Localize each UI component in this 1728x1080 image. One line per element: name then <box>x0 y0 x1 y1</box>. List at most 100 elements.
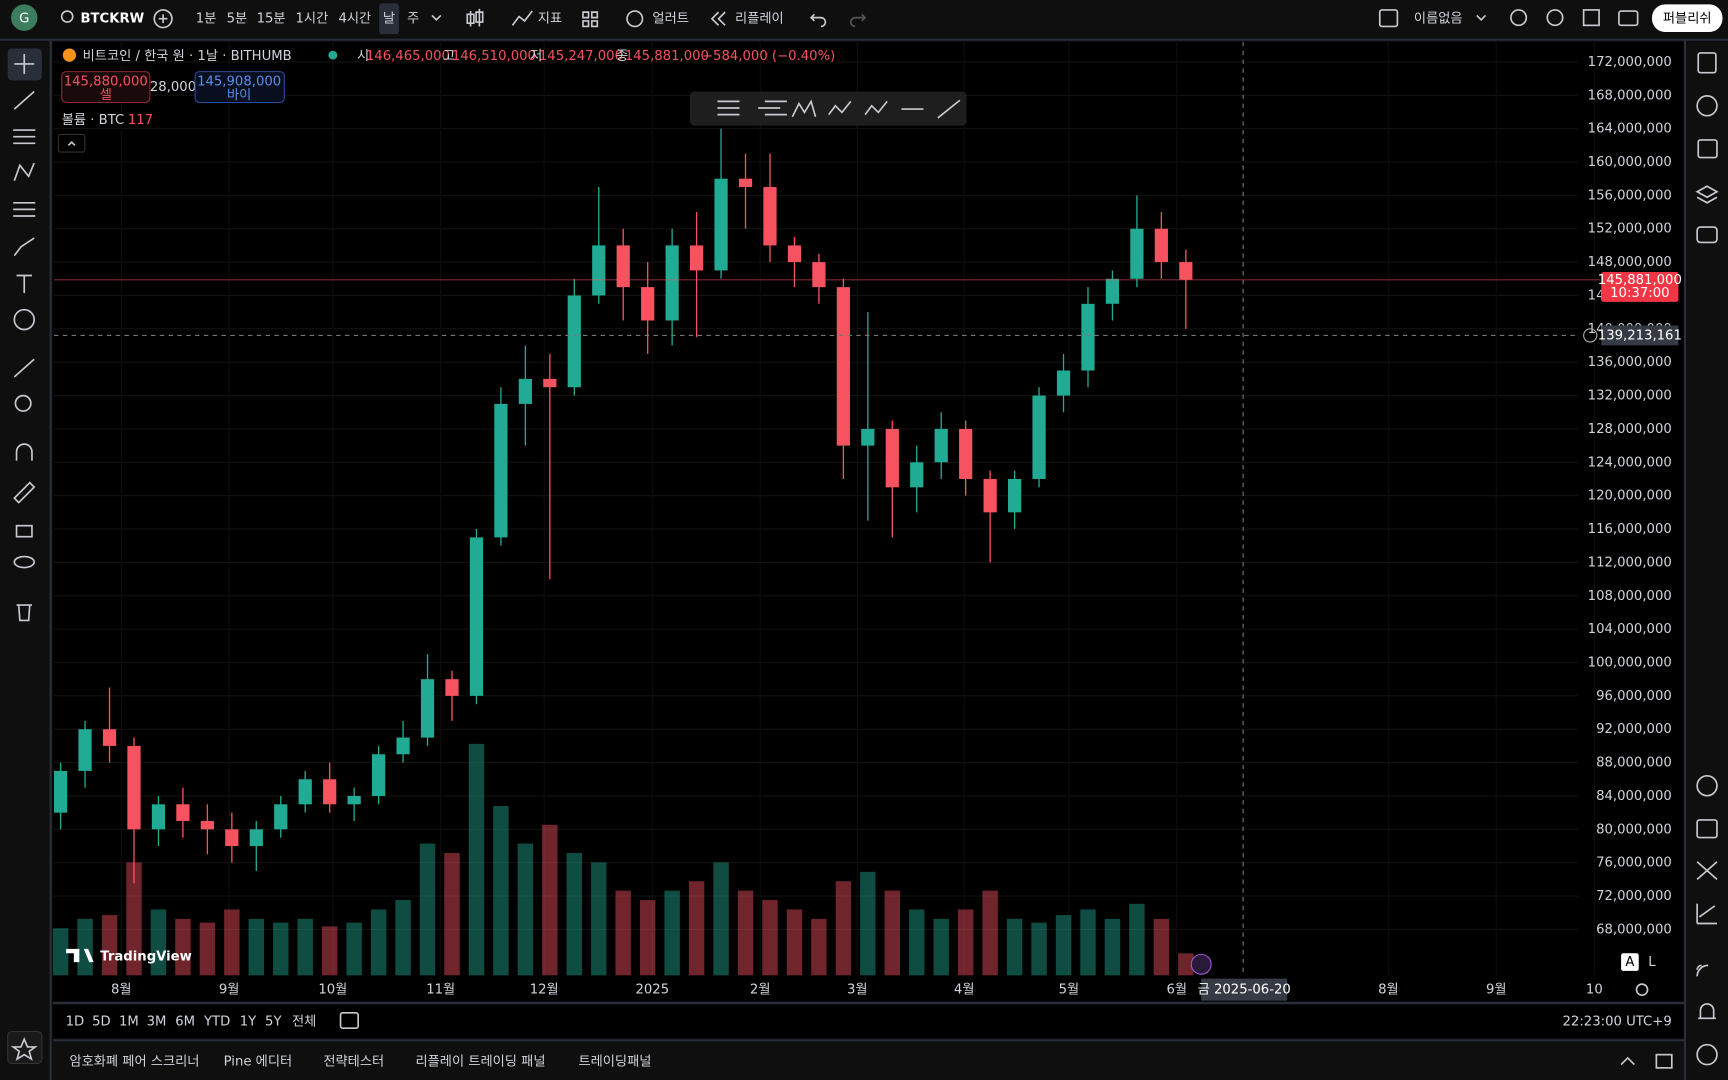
indicator-icon[interactable] <box>511 10 533 26</box>
lock-tool[interactable] <box>15 524 33 538</box>
magnet-tool[interactable] <box>15 443 33 461</box>
publish-button[interactable] <box>1651 4 1723 32</box>
range-button[interactable]: YTD <box>203 1015 230 1030</box>
snapshot[interactable] <box>1618 10 1639 27</box>
layouts[interactable] <box>582 11 599 28</box>
range-button[interactable]: 6M <box>175 1015 195 1030</box>
indicators[interactable]: 지표 <box>538 11 562 27</box>
brush-tool[interactable] <box>13 237 35 257</box>
alert[interactable]: 얼러트 <box>652 11 688 27</box>
interval[interactable]: 날 <box>383 11 395 27</box>
interval[interactable]: 5분 <box>227 12 248 27</box>
settings[interactable] <box>1546 9 1564 27</box>
fullscreen[interactable] <box>1582 9 1600 27</box>
notifications[interactable] <box>1698 1003 1716 1020</box>
drawing-tools[interactable] <box>717 99 961 119</box>
panel-tab[interactable]: Pine 에디터 <box>224 1053 293 1069</box>
range-button[interactable]: 전체 <box>292 1014 316 1030</box>
chart-type[interactable] <box>466 8 484 27</box>
panel-tab[interactable]: 리플레이 트레이딩 패널 <box>415 1053 545 1069</box>
icon-tool[interactable] <box>13 308 35 331</box>
avatar[interactable] <box>11 4 38 31</box>
fib-tool[interactable] <box>13 129 36 145</box>
candle-body <box>323 779 337 805</box>
zoom-tool[interactable] <box>14 394 32 412</box>
date-range-icon[interactable] <box>339 1011 359 1030</box>
range-bar <box>52 1005 1684 1039</box>
candle-body <box>1007 478 1022 513</box>
calendar[interactable] <box>1696 819 1718 839</box>
axis-settings[interactable] <box>1635 983 1649 996</box>
auto-scale-button[interactable] <box>1621 953 1639 971</box>
buy-label: 바이 <box>227 87 251 103</box>
y-tick-label: 160,000,000 <box>1588 155 1672 170</box>
chats[interactable] <box>1696 226 1718 244</box>
volume-bar <box>150 909 167 976</box>
volume-bar <box>1031 922 1047 976</box>
add-alert[interactable] <box>1583 328 1598 343</box>
ideas[interactable] <box>1696 775 1718 797</box>
add-symbol[interactable] <box>153 9 173 29</box>
panel-tab[interactable]: 암호화폐 페어 스크리너 <box>69 1053 199 1069</box>
help[interactable] <box>1696 1043 1718 1066</box>
pine[interactable] <box>1696 861 1718 881</box>
quick-search[interactable] <box>1510 9 1528 27</box>
trading[interactable] <box>1696 903 1717 925</box>
maximize-panel[interactable] <box>1655 1053 1673 1069</box>
panel-tab[interactable]: 트레이딩패널 <box>578 1053 651 1069</box>
layout-menu[interactable] <box>1476 14 1487 22</box>
symbol[interactable]: BTCKRW <box>80 12 144 27</box>
replay[interactable]: 리플레이 <box>735 11 784 27</box>
interval[interactable]: 1시간 <box>296 11 329 27</box>
volume-bar <box>860 871 876 976</box>
events-icon[interactable] <box>1190 953 1212 975</box>
candle-body <box>543 378 557 388</box>
redo[interactable] <box>849 13 867 28</box>
undo[interactable] <box>809 13 827 28</box>
alerts[interactable] <box>1696 95 1718 117</box>
favorites[interactable] <box>7 1030 43 1065</box>
layout-icon[interactable] <box>1378 9 1399 28</box>
clock[interactable]: 22:23:00 UTC+9 <box>1563 1015 1672 1030</box>
interval-menu[interactable] <box>431 14 442 22</box>
x-tick-label: 10월 <box>318 982 347 998</box>
measure-tool[interactable] <box>13 358 35 378</box>
range-button[interactable]: 3M <box>147 1015 167 1030</box>
range-button[interactable]: 5D <box>92 1015 111 1030</box>
replay-icon[interactable] <box>710 11 726 26</box>
range-button[interactable]: 1M <box>119 1015 139 1030</box>
range-button[interactable]: 1D <box>66 1015 85 1030</box>
panel-tab[interactable]: 전략테스터 <box>323 1053 384 1069</box>
interval[interactable]: 1분 <box>196 12 217 27</box>
watchlist[interactable] <box>1697 52 1717 74</box>
buy-button[interactable] <box>194 71 285 104</box>
close-value: 145,881,000 <box>625 49 709 64</box>
right-toolbar <box>1687 41 1728 1080</box>
y-tick-label: 168,000,000 <box>1588 88 1672 103</box>
data-window[interactable] <box>1695 185 1719 204</box>
news[interactable] <box>1697 139 1718 159</box>
remove-tool[interactable] <box>16 604 32 622</box>
interval[interactable]: 4시간 <box>338 11 371 27</box>
layout-name[interactable]: 이름없음 <box>1414 11 1463 27</box>
sell-button[interactable] <box>61 71 151 104</box>
interval[interactable]: 주 <box>407 12 419 27</box>
text-tool[interactable] <box>16 274 32 294</box>
search-icon[interactable] <box>60 10 74 23</box>
pattern-tool[interactable] <box>13 162 35 182</box>
hide-tool[interactable] <box>13 555 35 569</box>
x-tick-label: 10 <box>1586 983 1603 998</box>
log-scale[interactable]: L <box>1648 955 1656 970</box>
range-button[interactable]: 5Y <box>265 1015 282 1030</box>
interval[interactable]: 15분 <box>257 12 286 27</box>
alert-icon[interactable] <box>626 10 644 28</box>
draw-mode[interactable] <box>13 481 36 504</box>
forecast-tool[interactable] <box>13 201 36 217</box>
trend-line-tool[interactable] <box>13 90 35 110</box>
range-button[interactable]: 1Y <box>240 1015 257 1030</box>
candle-body <box>53 770 68 813</box>
crosshair-tool[interactable] <box>14 53 35 74</box>
expand-panel[interactable] <box>1620 1056 1635 1066</box>
streams[interactable] <box>1696 964 1709 977</box>
